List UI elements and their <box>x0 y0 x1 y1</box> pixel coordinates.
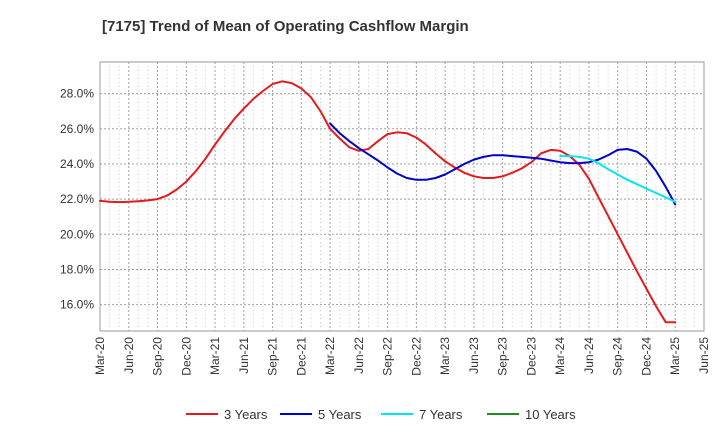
series-line-3-years <box>99 80 677 324</box>
x-tick-label: Sep-21 <box>266 337 280 376</box>
x-tick-label: Sep-23 <box>496 337 510 376</box>
y-tick-label: 16.0% <box>60 298 94 312</box>
x-tick-label: Jun-25 <box>697 337 711 374</box>
grid-layer <box>99 62 705 331</box>
x-tick-label: Sep-24 <box>611 337 625 376</box>
legend-label: 5 Years <box>318 407 362 422</box>
x-tick-label: Dec-24 <box>639 337 653 376</box>
x-tick-label: Mar-22 <box>323 337 337 375</box>
y-tick-label: 22.0% <box>60 192 94 206</box>
plot-area <box>99 61 705 332</box>
x-tick-label: Jun-23 <box>467 337 481 374</box>
y-axis-ticks: 28.0% 26.0% 24.0% 22.0% 20.0% 18.0% 16.0% <box>60 87 94 312</box>
x-tick-label: Dec-23 <box>524 337 538 376</box>
x-tick-label: Jun-21 <box>237 337 251 374</box>
x-tick-label: Mar-21 <box>208 337 222 375</box>
x-tick-label: Mar-25 <box>668 337 682 375</box>
y-tick-label: 24.0% <box>60 157 94 171</box>
legend-label: 7 Years <box>419 407 463 422</box>
x-tick-label: Dec-20 <box>179 337 193 376</box>
series-line-7-years <box>559 155 677 203</box>
x-tick-label: Mar-23 <box>438 337 452 375</box>
x-tick-label: Dec-22 <box>409 337 423 376</box>
x-tick-label: Jun-20 <box>122 337 136 374</box>
chart-title: [7175] Trend of Mean of Operating Cashfl… <box>102 18 469 35</box>
legend: 3 Years 5 Years 7 Years 10 Years <box>186 407 576 422</box>
series-line-5-years <box>329 122 677 206</box>
x-tick-label: Sep-22 <box>381 337 395 376</box>
y-tick-label: 28.0% <box>60 87 94 101</box>
x-tick-label: Mar-24 <box>553 337 567 375</box>
y-tick-label: 20.0% <box>60 227 94 241</box>
y-tick-label: 18.0% <box>60 262 94 276</box>
x-tick-label: Mar-20 <box>93 337 107 375</box>
x-axis-ticks: Mar-20 Jun-20 Sep-20 Dec-20 Mar-21 Jun-21 Sep-… <box>93 337 711 376</box>
x-tick-label: Jun-24 <box>582 337 596 374</box>
legend-label: 3 Years <box>224 407 268 422</box>
x-tick-label: Sep-20 <box>151 337 165 376</box>
x-tick-label: Jun-22 <box>352 337 366 374</box>
y-tick-label: 26.0% <box>60 122 94 136</box>
legend-label: 10 Years <box>525 407 576 422</box>
series-layer <box>99 80 677 324</box>
x-tick-label: Dec-21 <box>294 337 308 376</box>
